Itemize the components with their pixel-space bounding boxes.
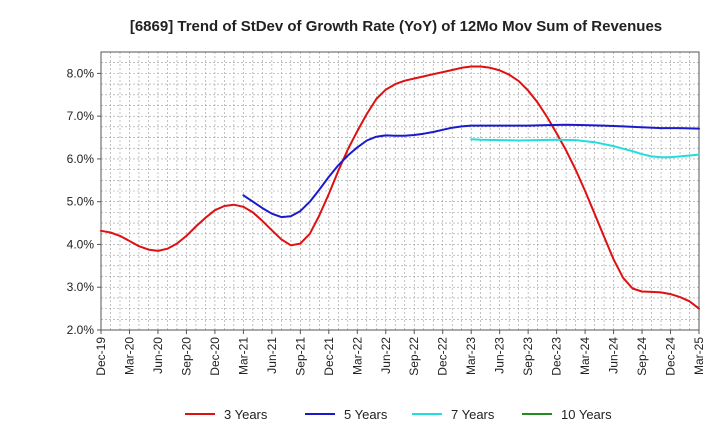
x-tick-label: Jun-20 — [151, 337, 165, 374]
legend-item: 7 Years — [412, 407, 495, 422]
x-tick-label: Sep-20 — [179, 337, 193, 376]
series-line-5-years — [242, 123, 700, 219]
legend-label: 7 Years — [451, 407, 495, 422]
y-tick-label: 5.0% — [67, 195, 95, 209]
x-tick-label: Sep-24 — [635, 337, 649, 376]
chart-title: [6869] Trend of StDev of Growth Rate (Yo… — [130, 18, 662, 35]
y-tick-label: 8.0% — [67, 66, 95, 80]
y-tick-label: 3.0% — [67, 280, 95, 294]
x-tick-label: Dec-20 — [208, 337, 222, 376]
x-tick-label: Dec-21 — [322, 337, 336, 376]
legend: 3 Years 5 Years 7 Years 10 Years — [185, 407, 612, 422]
legend-item: 3 Years — [185, 407, 268, 422]
legend-label: 3 Years — [224, 407, 268, 422]
x-tick-label: Mar-22 — [350, 337, 364, 375]
x-tick-label: Sep-22 — [407, 337, 421, 376]
x-tick-label: Mar-24 — [578, 337, 592, 375]
plot-frame — [100, 51, 700, 331]
legend-label: 10 Years — [561, 407, 612, 422]
series-line-3-years — [100, 65, 700, 310]
x-tick-label: Dec-22 — [436, 337, 450, 376]
grid — [100, 51, 700, 331]
x-axis: Dec-19 Mar-20 Jun-20 Sep-20 Dec-20 Mar-21 Jun-… — [94, 330, 706, 376]
series-lines — [100, 65, 700, 310]
y-tick-label: 7.0% — [67, 109, 95, 123]
x-tick-label: Jun-23 — [493, 337, 507, 374]
x-tick-label: Mar-20 — [122, 337, 136, 375]
legend-label: 5 Years — [344, 407, 388, 422]
y-tick-label: 2.0% — [67, 323, 95, 337]
x-tick-label: Jun-21 — [265, 337, 279, 374]
x-tick-label: Mar-21 — [236, 337, 250, 375]
x-tick-label: Mar-25 — [692, 337, 706, 375]
y-axis: 2.0% 3.0% 4.0% 5.0% 6.0% 7.0% 8.0% — [67, 66, 101, 337]
x-tick-label: Jun-22 — [379, 337, 393, 374]
series-line-7-years — [470, 138, 700, 159]
y-tick-label: 4.0% — [67, 237, 95, 251]
x-tick-label: Mar-23 — [464, 337, 478, 375]
legend-item: 10 Years — [522, 407, 612, 422]
y-tick-label: 6.0% — [67, 152, 95, 166]
legend-item: 5 Years — [305, 407, 388, 422]
x-tick-label: Dec-24 — [664, 337, 678, 376]
x-tick-label: Dec-19 — [94, 337, 108, 376]
x-tick-label: Jun-24 — [607, 337, 621, 374]
x-tick-label: Sep-21 — [293, 337, 307, 376]
x-tick-label: Dec-23 — [550, 337, 564, 376]
x-tick-label: Sep-23 — [521, 337, 535, 376]
